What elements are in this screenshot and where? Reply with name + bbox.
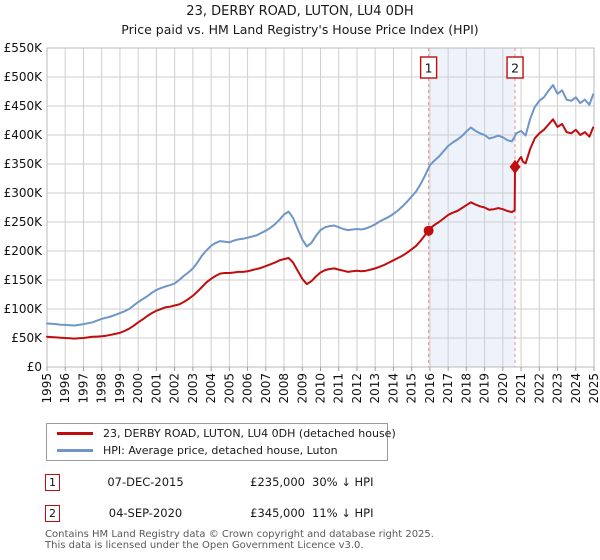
x-axis-tick-label: 2024 [569, 373, 583, 404]
x-axis-tick-label: 2010 [314, 373, 328, 404]
y-axis-tick-label: £50K [11, 331, 43, 345]
sale-marker-1 [423, 225, 434, 236]
x-axis-tick-label: 2009 [295, 373, 309, 404]
transaction-2-hpi-diff: 11% ↓ HPI [312, 506, 374, 520]
transaction-row-1: 1 07-DEC-2015 £235,000 30% ↓ HPI [45, 474, 585, 492]
transaction-1-price: £235,000 [250, 475, 305, 489]
x-axis-tick-label: 2001 [149, 373, 163, 404]
y-axis-tick-label: £300K [4, 186, 44, 200]
copyright-line: Contains HM Land Registry data © Crown c… [45, 529, 434, 540]
x-axis-tick-label: 2014 [386, 373, 400, 404]
x-axis-tick-label: 1998 [95, 373, 109, 404]
y-axis-tick-label: £250K [4, 215, 44, 229]
sale-marker-2 [509, 159, 521, 174]
y-axis-tick-label: £0 [27, 360, 42, 374]
y-axis-tick-label: £100K [4, 302, 44, 316]
x-axis-tick-label: 2016 [423, 373, 437, 404]
x-axis-tick-label: 2022 [532, 373, 546, 404]
x-axis-tick-label: 2011 [332, 373, 346, 404]
page-subtitle: Price paid vs. HM Land Registry's House … [121, 22, 479, 37]
hpi-line-swatch [57, 449, 93, 452]
y-axis-tick-label: £350K [4, 157, 44, 171]
x-axis-tick-label: 2023 [551, 373, 565, 404]
x-axis-tick-label: 2012 [350, 373, 364, 404]
x-axis-tick-label: 2000 [131, 373, 145, 404]
legend: 23, DERBY ROAD, LUTON, LU4 0DH (detached… [46, 423, 396, 461]
y-axis-tick-label: £550K [4, 41, 44, 55]
x-axis-tick-label: 2002 [168, 373, 182, 404]
x-axis-tick-label: 2018 [459, 373, 473, 404]
y-axis-tick-label: £150K [4, 273, 44, 287]
hpi-line [46, 84, 595, 327]
transaction-1-hpi-diff: 30% ↓ HPI [312, 475, 374, 489]
y-axis-tick-label: £400K [4, 128, 44, 142]
x-axis-tick-label: 2020 [496, 373, 510, 404]
sale-flag-box-2 [506, 56, 524, 79]
sales-highlight-span [428, 48, 516, 367]
x-axis-tick-label: 1999 [113, 373, 127, 404]
legend-item-hpi: HPI: Average price, detached house, Luto… [47, 444, 387, 458]
transaction-row-2: 2 04-SEP-2020 £345,000 11% ↓ HPI [45, 505, 585, 523]
transaction-1-date: 07-DEC-2015 [107, 475, 184, 489]
legend-label: 23, DERBY ROAD, LUTON, LU4 0DH (detached… [103, 427, 396, 440]
x-axis-tick-label: 2005 [222, 373, 236, 404]
y-axis-tick-label: £450K [4, 99, 44, 113]
x-axis-tick-label: 2015 [405, 373, 419, 404]
transaction-2-badge: 2 [45, 505, 60, 522]
x-axis-tick-label: 1997 [76, 373, 90, 404]
transaction-2-price: £345,000 [250, 506, 305, 520]
licence-line: This data is licensed under the Open Gov… [45, 539, 364, 551]
y-axis-tick-label: £500K [4, 70, 44, 84]
x-axis-tick-label: 2003 [186, 373, 200, 404]
page-title: 23, DERBY ROAD, LUTON, LU4 0DH [186, 4, 414, 19]
price-paid-line-swatch [57, 432, 93, 435]
x-axis-tick-label: 2013 [368, 373, 382, 404]
x-axis-tick-label: 2006 [241, 373, 255, 404]
x-axis-tick-label: 2021 [514, 373, 528, 404]
x-axis-tick-label: 2017 [441, 373, 455, 404]
price-chart: £0 £50K £100K £150K £200K £250K £300K £350K £400… [4, 41, 600, 404]
x-axis-tick-label: 2004 [204, 373, 218, 404]
x-axis-tick-label: 2008 [277, 373, 291, 404]
legend-item-price-paid: 23, DERBY ROAD, LUTON, LU4 0DH (detached… [47, 427, 396, 441]
x-axis-tick-label: 1996 [58, 373, 72, 404]
y-axis-tick-label: £200K [4, 244, 44, 258]
legend-label: HPI: Average price, detached house, Luto… [103, 444, 338, 457]
sale-flag-label-2: 2 [511, 61, 519, 76]
x-axis-tick-label: 2007 [259, 373, 273, 404]
sale-flag-box-1 [419, 56, 438, 79]
sale-flag-label-1: 1 [425, 61, 433, 76]
x-axis-tick-label: 2019 [478, 373, 492, 404]
x-axis-tick-label: 1995 [40, 373, 54, 404]
x-axis-tick-label: 2025 [587, 373, 600, 404]
transaction-2-date: 04-SEP-2020 [108, 506, 183, 520]
price-paid-line [46, 118, 595, 340]
transaction-1-badge: 1 [45, 474, 60, 491]
